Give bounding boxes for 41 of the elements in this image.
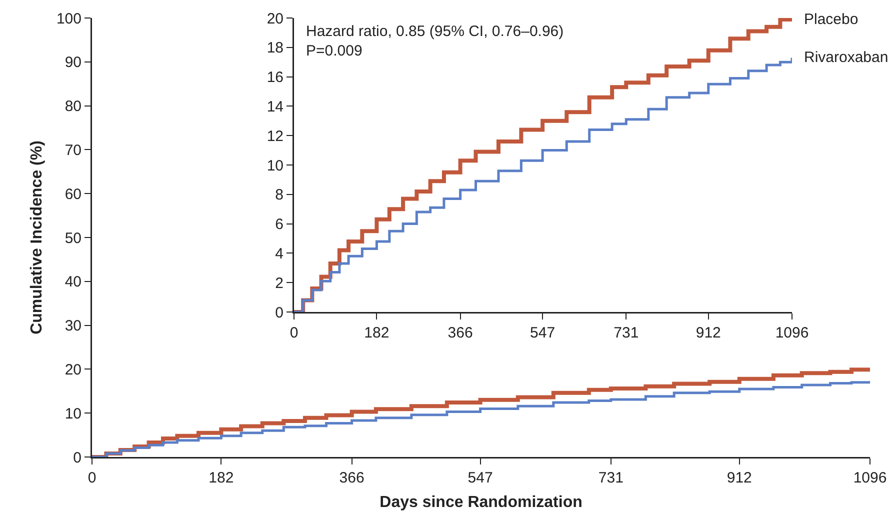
x-tick-label: 366: [448, 324, 473, 342]
y-tick-label: 100: [56, 10, 82, 28]
y-tick-label: 0: [275, 304, 284, 322]
y-tick-label: 80: [64, 98, 82, 116]
y-tick-label: 6: [275, 216, 284, 234]
y-tick-label: 16: [266, 69, 284, 86]
y-tick-label: 70: [64, 142, 82, 159]
y-tick-label: 20: [64, 361, 82, 378]
x-tick-label: 547: [530, 324, 556, 342]
y-tick-label: 40: [64, 274, 82, 291]
x-tick-label: 1096: [853, 470, 887, 486]
y-tick-label: 14: [266, 98, 284, 116]
y-tick-label: 50: [64, 230, 82, 247]
x-tick-label: 912: [726, 470, 752, 486]
x-axis-title: Days since Randomization: [380, 494, 582, 511]
annotation: Hazard ratio, 0.85 (95% CI, 0.76–0.96) P=0.009: [306, 23, 564, 60]
y-tick-label: 10: [64, 405, 82, 422]
y-tick-label: 4: [275, 245, 284, 262]
y-axis-title: Cumulative Incidence (%): [28, 140, 46, 334]
y-tick-label: 60: [64, 186, 82, 203]
y-tick-label: 90: [64, 54, 82, 72]
x-tick-label: 366: [339, 470, 364, 486]
y-tick-label: 8: [275, 186, 284, 204]
x-tick-label: 0: [290, 324, 298, 342]
series-label: Rivaroxaban: [804, 49, 888, 66]
y-tick-label: 12: [266, 128, 284, 145]
x-tick-label: 547: [468, 470, 493, 486]
y-tick-label: 10: [266, 157, 284, 174]
x-tick-label: 182: [208, 470, 234, 486]
x-tick-label: 731: [614, 324, 639, 342]
y-tick-label: 20: [266, 10, 284, 28]
y-tick-label: 30: [64, 318, 82, 335]
x-tick-label: 1096: [775, 324, 809, 342]
x-tick-label: 912: [696, 324, 721, 342]
x-tick-label: 182: [364, 324, 390, 342]
y-tick-label: 0: [73, 449, 82, 466]
y-tick-label: 18: [266, 40, 284, 57]
x-tick-label: 0: [88, 470, 96, 486]
series-label: Placebo: [804, 11, 858, 28]
y-tick-label: 2: [275, 274, 284, 292]
x-tick-label: 731: [598, 470, 624, 486]
